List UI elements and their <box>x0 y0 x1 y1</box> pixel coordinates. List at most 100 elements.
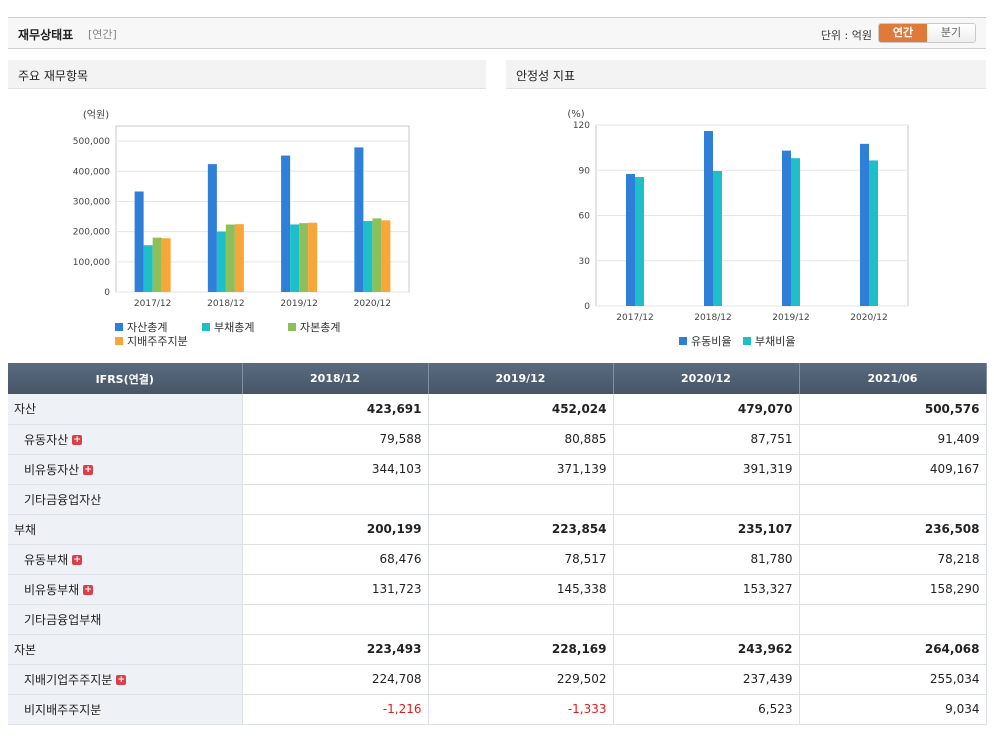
unit-label: 단위 : 억원 <box>820 29 872 42</box>
value-cell: 200,199 <box>242 514 429 545</box>
value-cell <box>428 604 614 635</box>
bar-2 <box>363 221 373 292</box>
expand-plus-icon[interactable]: + <box>72 555 83 565</box>
legend-item[interactable]: 유동비율 <box>679 333 731 349</box>
row-label-cell: 비지배주주지분 <box>8 694 243 725</box>
value-cell: 6,523 <box>613 694 800 725</box>
legend-label: 자산총계 <box>127 321 168 334</box>
value-cell: 223,493 <box>242 634 429 665</box>
value-cell: 255,034 <box>799 664 987 695</box>
value-cell: 9,034 <box>799 694 987 725</box>
value-cell: 78,218 <box>799 544 987 575</box>
left-panel-header: 주요 재무항목 <box>8 60 486 89</box>
value-cell <box>242 604 429 635</box>
bar-1 <box>704 131 713 306</box>
value-cell: 79,588 <box>242 424 429 455</box>
table-row: 유동자산 +79,588 80,885 87,751 91,409 <box>8 424 987 455</box>
x-tick-label: 2017/12 <box>616 313 653 323</box>
y-tick-label: 0 <box>584 302 590 312</box>
quarterly-tab[interactable]: 분기 <box>927 24 975 42</box>
value-cell: 243,962 <box>613 634 800 665</box>
period-toggle: 연간 분기 <box>878 23 976 43</box>
bar-1 <box>354 147 364 292</box>
table-row: 기타금융업부채 <box>8 604 987 635</box>
financial-items-chart: 0 100,000 200,000 300,000 400,000 500,000 (억원)… <box>73 109 410 309</box>
value-cell: -1,216 <box>242 694 429 725</box>
bar-1 <box>860 143 869 306</box>
table-row: 유동부채 +68,476 78,517 81,780 78,218 <box>8 544 987 575</box>
legend-swatch <box>202 323 210 331</box>
row-label: 부채 <box>14 522 37 537</box>
value-cell: 264,068 <box>799 634 987 665</box>
stability-legend: 유동비율 부채비율 <box>506 89 986 359</box>
x-tick-label: 2020/12 <box>850 313 887 323</box>
y-tick-label: 30 <box>579 257 591 267</box>
right-panel-header: 안정성 지표 <box>506 60 986 89</box>
x-tick-label: 2019/12 <box>280 299 317 309</box>
column-header-2018-12: 2018/12 <box>242 363 429 394</box>
bar-1 <box>626 174 635 306</box>
bar-4 <box>308 222 318 292</box>
legend-swatch <box>743 337 751 345</box>
value-cell <box>799 604 987 635</box>
annual-tab[interactable]: 연간 <box>879 24 927 42</box>
bar-2 <box>713 171 722 306</box>
y-tick-label: 90 <box>579 166 591 176</box>
legend-swatch <box>115 337 123 345</box>
bar-4 <box>381 220 391 292</box>
value-cell: 131,723 <box>242 574 429 605</box>
value-cell <box>613 484 800 515</box>
y-axis-label: (억원) <box>83 109 109 121</box>
period-subtitle: [연간] <box>88 28 117 41</box>
bar-2 <box>216 231 226 292</box>
value-cell <box>242 484 429 515</box>
row-label-cell: 기타금융업부채 <box>8 604 243 635</box>
table-row: 비지배주주지분 -1,216 -1,333 6,523 9,034 <box>8 694 987 725</box>
row-label: 기타금융업부채 <box>24 612 102 627</box>
bar-1 <box>782 150 791 306</box>
value-cell: 80,885 <box>428 424 614 455</box>
value-cell: 235,107 <box>613 514 800 545</box>
value-cell: 228,169 <box>428 634 614 665</box>
row-label-cell: 유동자산 + <box>8 424 243 455</box>
legend-label: 부채비율 <box>755 335 796 348</box>
row-label: 비유동자산 <box>24 462 80 477</box>
legend-item[interactable]: 지배주주지분 <box>115 333 188 349</box>
legend-label: 유동비율 <box>691 335 732 348</box>
value-cell: 344,103 <box>242 454 429 485</box>
legend-item[interactable]: 부채총계 <box>202 319 254 335</box>
bar-1 <box>207 164 217 292</box>
y-tick-label: 200,000 <box>73 228 110 238</box>
expand-plus-icon[interactable]: + <box>83 585 94 595</box>
legend-item[interactable]: 자본총계 <box>288 319 340 335</box>
value-cell: 237,439 <box>613 664 800 695</box>
right-panel-title: 안정성 지표 <box>516 69 576 83</box>
column-header-2021-06: 2021/06 <box>799 363 987 394</box>
legend-item[interactable]: 자산총계 <box>115 319 167 335</box>
bar-3 <box>152 237 162 292</box>
value-cell: 452,024 <box>428 394 614 425</box>
value-cell: 91,409 <box>799 424 987 455</box>
value-cell: 68,476 <box>242 544 429 575</box>
bar-4 <box>161 238 171 292</box>
row-label-cell: 비유동자산 + <box>8 454 243 485</box>
bar-3 <box>225 224 235 292</box>
expand-plus-icon[interactable]: + <box>72 435 83 445</box>
row-label-cell: 부채 <box>8 514 243 545</box>
table-row: 자본 223,493 228,169 243,962 264,068 <box>8 634 987 665</box>
financial-statement-table: IFRS(연결) 2018/12 2019/12 2020/12 2021/06… <box>8 363 987 725</box>
left-panel-title: 주요 재무항목 <box>18 69 89 83</box>
value-cell: 479,070 <box>613 394 800 425</box>
stability-chart: 0 30 60 90 120(%) 2017/12 2018/12 2019/12 2020/1… <box>567 109 909 323</box>
row-label: 비지배주주지분 <box>24 702 102 717</box>
expand-plus-icon[interactable]: + <box>116 675 127 685</box>
value-cell: 153,327 <box>613 574 800 605</box>
financial-items-chart-panel: 0 100,000 200,000 300,000 400,000 500,000 (억원)… <box>8 89 486 359</box>
bar-2 <box>869 160 878 306</box>
legend-swatch <box>679 337 687 345</box>
legend-label: 자본총계 <box>300 321 341 334</box>
row-label: 유동자산 <box>24 432 69 447</box>
legend-item[interactable]: 부채비율 <box>743 333 795 349</box>
expand-plus-icon[interactable]: + <box>83 465 94 475</box>
row-label-cell: 비유동부채 + <box>8 574 243 605</box>
